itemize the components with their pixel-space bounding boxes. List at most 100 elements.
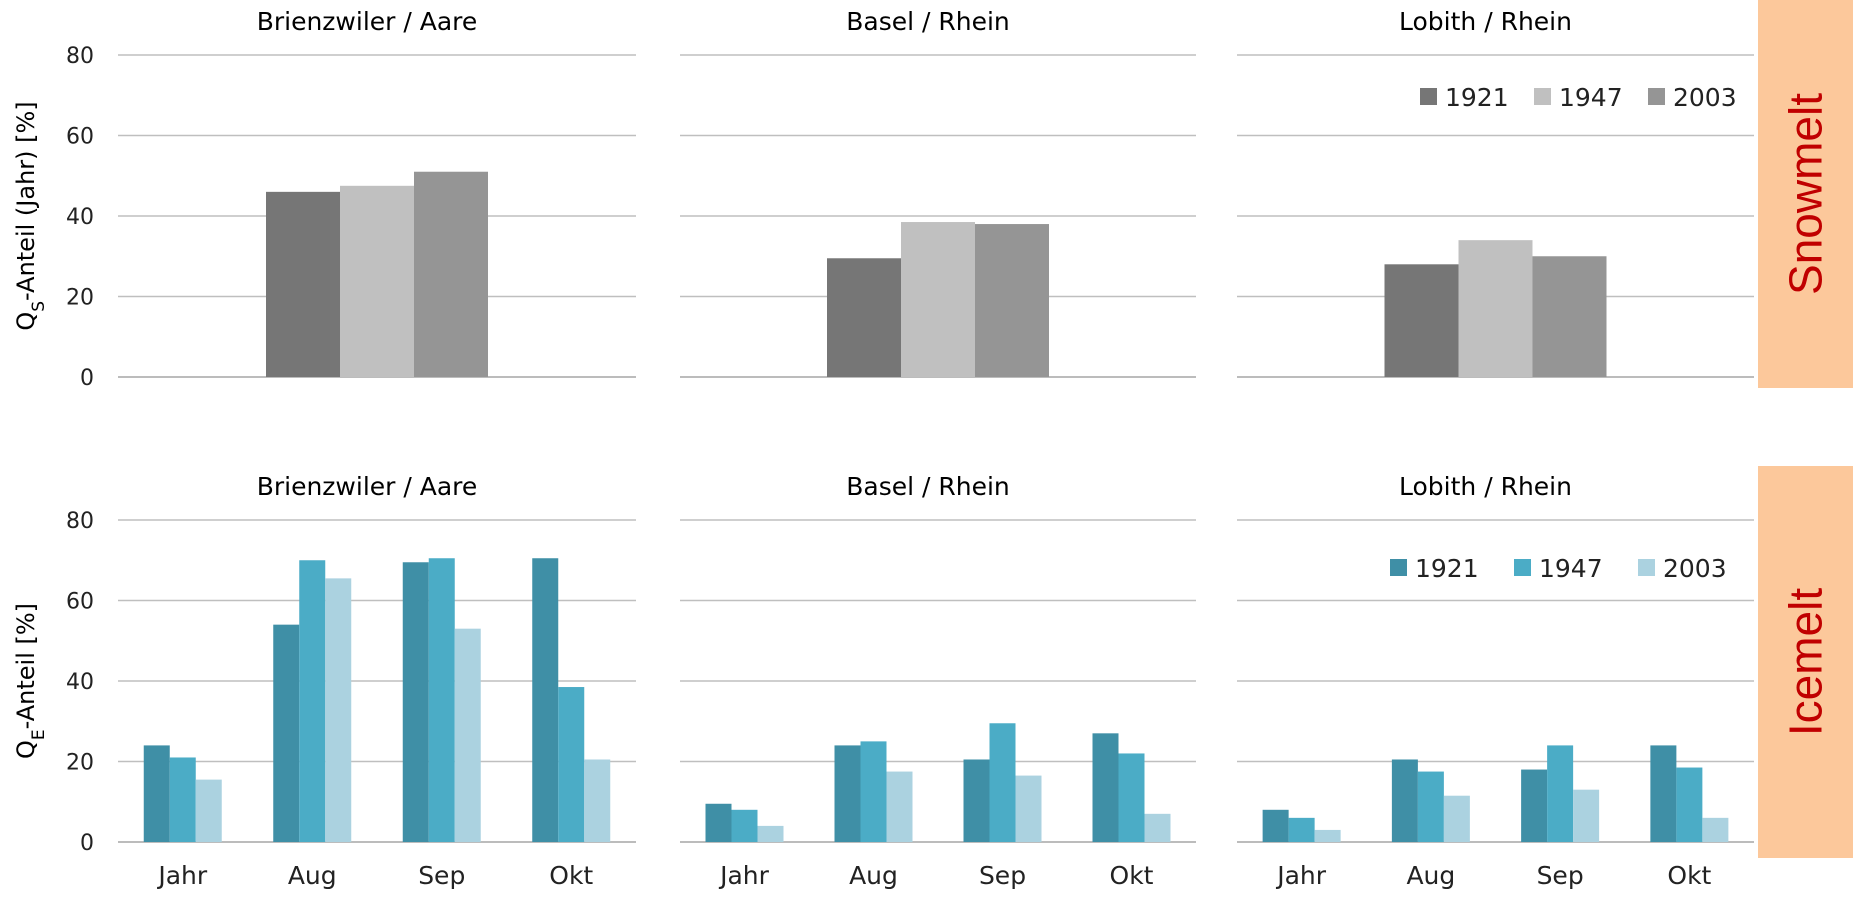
x-tick-label: Okt <box>549 861 593 890</box>
side-band-icemelt: Icemelt <box>1758 466 1853 858</box>
bar-2003-okt <box>1144 813 1171 842</box>
bar-1947-jahr <box>731 809 758 842</box>
y-axis-label-subscript: E <box>29 729 49 740</box>
y-tick-label: 60 <box>66 590 94 615</box>
legend-swatch-1921 <box>1390 559 1407 576</box>
x-tick-label: Sep <box>418 861 465 890</box>
x-tick-label: Jahr <box>718 861 770 890</box>
bar-1947-sep <box>1547 745 1574 842</box>
chart-panel-2: Basel / Rhein <box>680 7 1196 378</box>
legend-label-2003: 2003 <box>1673 83 1737 112</box>
y-tick-label: 80 <box>66 44 94 69</box>
bar-2003-jahr <box>975 224 1049 377</box>
y-tick-label: 60 <box>66 125 94 150</box>
y-axis-label-2: QE-Anteil [%] <box>12 603 49 759</box>
bar-2003-jahr <box>1532 256 1607 377</box>
y-axis-label-subscript: S <box>29 301 49 312</box>
panel-title: Lobith / Rhein <box>1399 7 1572 36</box>
bar-1921-jahr <box>705 803 732 842</box>
legend-label-1947: 1947 <box>1559 83 1623 112</box>
bar-2003-okt <box>584 759 611 842</box>
chart-panel-5: Basel / Rhein Jahr Aug Sep Okt <box>680 472 1196 890</box>
bar-2003-aug <box>1443 795 1470 842</box>
panel-title: Brienzwiler / Aare <box>257 472 478 501</box>
bar-2003-aug <box>325 578 352 842</box>
legend: 1921 1947 2003 <box>1390 554 1727 583</box>
bar-1921-jahr <box>266 191 340 377</box>
bar-1921-jahr <box>827 258 901 377</box>
y-tick-label: 40 <box>66 205 94 230</box>
panel-title: Lobith / Rhein <box>1399 472 1572 501</box>
y-tick-label: 20 <box>66 286 94 311</box>
panel-title: Brienzwiler / Aare <box>257 7 478 36</box>
x-tick-label: Sep <box>979 861 1026 890</box>
legend-swatch-1947 <box>1514 559 1531 576</box>
bar-1947-jahr <box>340 185 414 377</box>
y-tick-label: 80 <box>66 509 94 534</box>
bar-2003-jahr <box>195 779 222 842</box>
legend-label-1947: 1947 <box>1539 554 1603 583</box>
legend-swatch-1947 <box>1534 88 1551 105</box>
chart-panel-4: Brienzwiler / Aare 0 20 40 60 80 Jahr Aug Sep Okt <box>66 472 636 890</box>
x-tick-label: Okt <box>1110 861 1154 890</box>
y-axis-label-rest: -Anteil [%] <box>12 603 40 729</box>
side-band-background <box>1758 466 1853 858</box>
legend-swatch-2003 <box>1648 88 1665 105</box>
bar-1947-sep <box>989 723 1016 842</box>
bar-1921-aug <box>273 624 300 842</box>
y-axis-label-1: QS-Anteil (Jahr) [%] <box>12 101 49 330</box>
y-tick-label: 40 <box>66 670 94 695</box>
chart-panel-3: Lobith / Rhein 1921 1947 2003 <box>1237 7 1754 378</box>
bar-2003-sep <box>454 628 481 842</box>
side-band-snowmelt: Snowmelt <box>1758 0 1853 388</box>
bar-1947-jahr <box>169 757 196 842</box>
bar-1921-aug <box>834 745 861 842</box>
bar-2003-aug <box>886 771 913 842</box>
bar-1947-aug <box>299 560 326 842</box>
bar-1947-jahr <box>1288 817 1315 842</box>
bar-2003-sep <box>1015 775 1042 842</box>
bar-1947-jahr <box>901 222 975 377</box>
legend-label-1921: 1921 <box>1445 83 1509 112</box>
bar-1921-okt <box>1092 733 1119 842</box>
bar-1947-sep <box>428 558 455 842</box>
legend-swatch-1921 <box>1420 88 1437 105</box>
bar-2003-jahr <box>757 825 784 842</box>
bar-1921-okt <box>1650 745 1677 842</box>
y-axis-label-rest: -Anteil (Jahr) [%] <box>12 101 40 301</box>
bar-2003-sep <box>1573 789 1600 842</box>
x-tick-label: Aug <box>288 861 337 890</box>
x-tick-label: Aug <box>849 861 898 890</box>
x-tick-label: Jahr <box>1275 861 1327 890</box>
x-tick-label: Sep <box>1537 861 1584 890</box>
y-axis-label-main: Q <box>12 740 40 759</box>
y-tick-label: 0 <box>80 366 94 391</box>
legend: 1921 1947 2003 <box>1420 83 1737 112</box>
chart-panel-1: Brienzwiler / Aare 0 20 40 60 80 <box>66 7 636 391</box>
bar-1921-jahr <box>143 745 170 842</box>
side-label-icemelt: Icemelt <box>1780 588 1832 736</box>
legend-label-1921: 1921 <box>1415 554 1479 583</box>
bar-1947-aug <box>860 741 887 842</box>
bar-2003-okt <box>1702 817 1729 842</box>
x-tick-label: Aug <box>1406 861 1455 890</box>
x-tick-label: Jahr <box>156 861 208 890</box>
bar-1921-jahr <box>1262 809 1289 842</box>
legend-swatch-2003 <box>1638 559 1655 576</box>
bar-1921-sep <box>402 562 429 842</box>
x-tick-label: Okt <box>1667 861 1711 890</box>
y-tick-label: 0 <box>80 831 94 856</box>
bar-1947-okt <box>1118 753 1145 842</box>
side-label-snowmelt: Snowmelt <box>1780 93 1832 295</box>
bar-1947-jahr <box>1458 240 1533 377</box>
panel-title: Basel / Rhein <box>846 472 1010 501</box>
bar-2003-jahr <box>414 171 488 377</box>
bar-1947-okt <box>558 687 585 842</box>
bar-1921-sep <box>963 759 990 842</box>
chart-panel-6: Lobith / Rhein Jahr Aug Sep Okt 1921 1947 2003 <box>1237 472 1754 890</box>
legend-label-2003: 2003 <box>1663 554 1727 583</box>
bar-1921-jahr <box>1384 264 1459 377</box>
bar-1921-aug <box>1391 759 1418 842</box>
bar-1921-sep <box>1521 769 1548 842</box>
